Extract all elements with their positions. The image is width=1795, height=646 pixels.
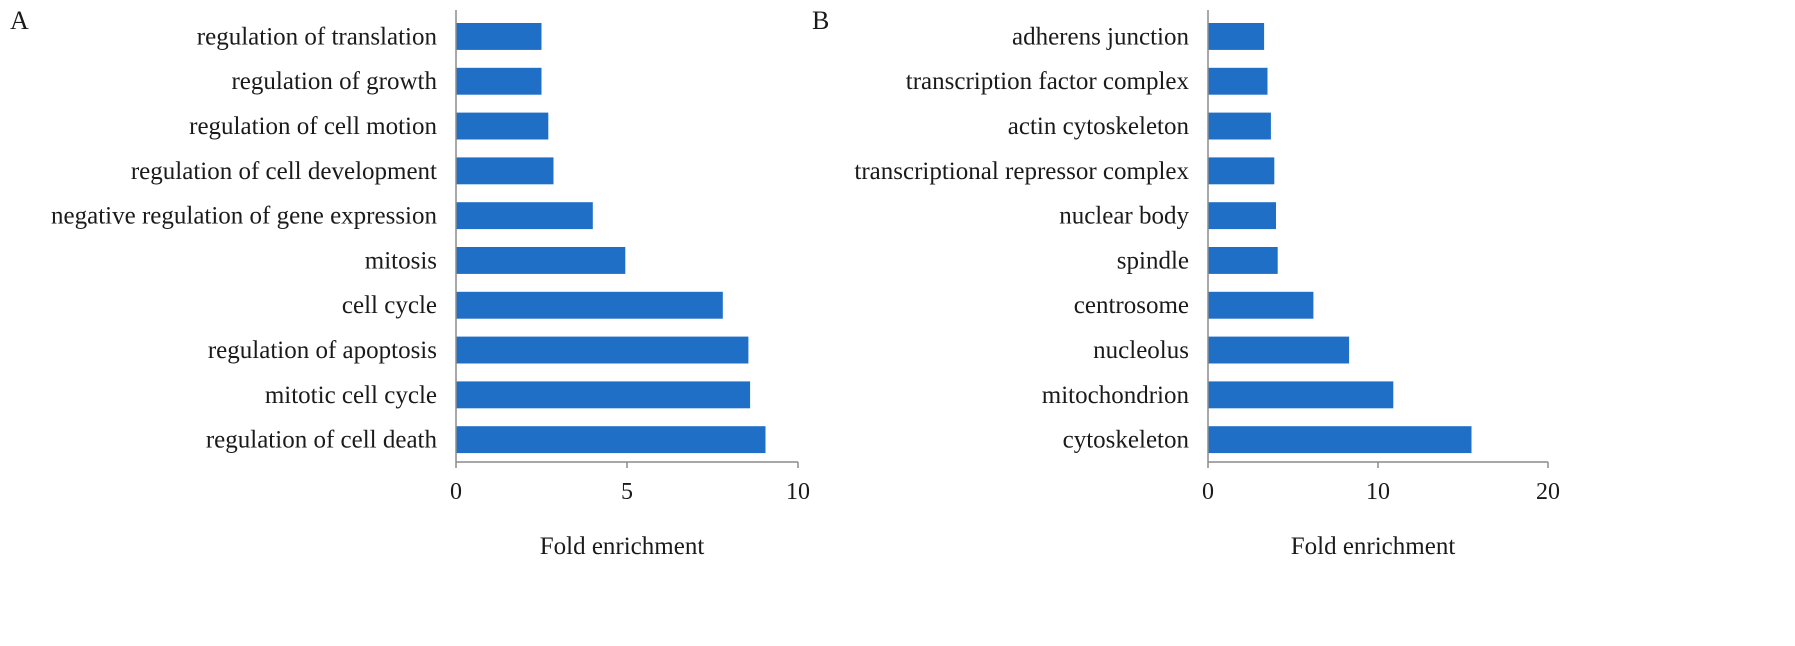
panel-a-category-label-5: negative regulation of gene expression [51,203,437,230]
panel-b-x-tick-label-3: 20 [1536,479,1560,505]
panel-b-category-label-9: mitochondrion [1042,382,1190,409]
panel-b-bar-1 [1208,23,1265,50]
panel-a-x-tick-label-3: 10 [786,479,810,505]
panel-a-bar-6 [456,247,626,274]
panel-b-bar-7 [1208,291,1314,319]
panel-a-category-label-6: mitosis [365,247,437,274]
panel-b-bar-9 [1208,381,1394,409]
panel-a-category-label-10: regulation of cell death [206,427,438,454]
panel-b-category-label-7: centrosome [1074,292,1189,319]
panel-b-bar-8 [1208,336,1350,364]
panel-b-category-label-10: cytoskeleton [1063,427,1190,454]
panel-a-category-labels: regulation of translation regulation of g… [51,23,437,453]
panel-b-chart: B adherens junction transcription factor … [812,6,1560,560]
panel-a-x-tick-label-1: 0 [450,479,462,505]
panel-b-x-tick-label-2: 10 [1366,479,1390,505]
panel-b-category-label-3: actin cytoskeleton [1008,113,1190,140]
panel-a-bar-9 [456,381,751,409]
panel-b-bar-10 [1208,426,1472,454]
panel-a-x-tick-label-2: 5 [621,479,633,505]
panel-a-bars [456,23,766,454]
panel-b-bar-5 [1208,202,1276,230]
panel-b-category-label-2: transcription factor complex [906,68,1190,95]
panel-a-category-label-7: cell cycle [342,292,437,319]
panel-b-category-label-1: adherens junction [1012,23,1190,50]
panel-b-bar-4 [1208,157,1275,185]
panel-a-bar-1 [456,23,542,50]
panel-b-category-label-8: nucleolus [1093,337,1189,364]
panel-a-bar-8 [456,336,749,364]
panel-a-bar-7 [456,291,723,319]
panel-b-letter: B [812,6,829,35]
panel-a-bar-5 [456,202,593,230]
panel-a-bar-10 [456,426,766,454]
panel-b-x-tick-label-1: 0 [1202,479,1214,505]
panel-a-x-ticks: 0 5 10 [450,462,810,505]
panel-a-x-axis-title: Fold enrichment [540,533,705,560]
panel-a-letter: A [10,6,29,35]
panel-a-bar-3 [456,112,549,140]
panel-a-category-label-3: regulation of cell motion [189,113,437,140]
panel-b-bar-2 [1208,67,1268,95]
panel-b-category-label-6: spindle [1117,247,1189,274]
panel-a-bar-2 [456,67,542,95]
panel-b-category-labels: adherens junction transcription factor co… [854,23,1189,453]
panel-b-bar-3 [1208,112,1271,140]
panel-a-category-label-2: regulation of growth [231,68,437,95]
panel-a-category-label-8: regulation of apoptosis [208,337,437,364]
panel-a-category-label-4: regulation of cell development [131,158,437,185]
panel-b-category-label-4: transcriptional repressor complex [854,158,1189,185]
panel-b-x-ticks: 0 10 20 [1202,462,1560,505]
panel-a-bar-4 [456,157,554,185]
panel-b-bar-6 [1208,247,1278,274]
panel-b-category-label-5: nuclear body [1059,203,1189,230]
panel-a-category-label-9: mitotic cell cycle [265,382,437,409]
panel-b-x-axis-title: Fold enrichment [1291,533,1456,560]
panel-b-bars [1208,23,1472,454]
panel-a-category-label-1: regulation of translation [197,23,438,50]
